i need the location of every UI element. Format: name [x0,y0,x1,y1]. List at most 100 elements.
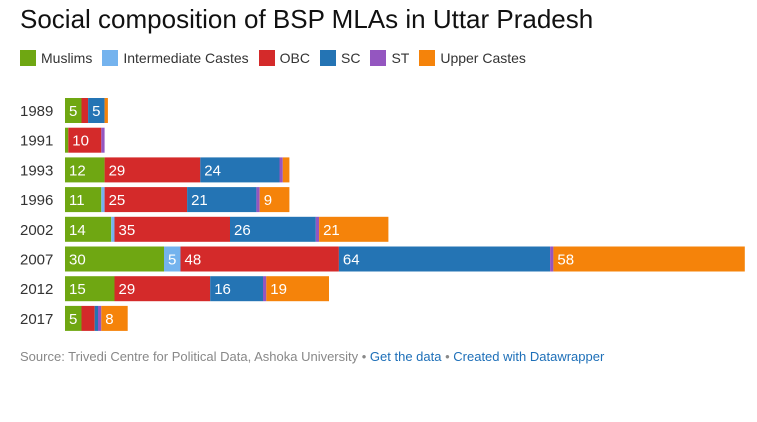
get-data-link[interactable]: Get the data [369,349,442,364]
chart-title: Social composition of BSP MLAs in Uttar … [20,4,594,34]
category-label: 2002 [20,222,53,239]
bar-segment [88,98,105,123]
bar-segment [338,246,551,272]
bar-segment [65,187,102,213]
bar-segment [282,157,290,183]
data-label: 15 [69,281,86,298]
bar-segment [81,305,95,331]
legend-swatch [319,50,336,66]
bar-segment [101,305,128,331]
bar-segment [187,187,257,213]
category-label: 1996 [20,192,53,209]
legend-label: Upper Castes [440,50,526,66]
data-label: 9 [264,192,272,209]
bar-segment [104,157,201,183]
legend-label: OBC [279,50,310,66]
separator: • [441,349,454,364]
legend-item: Upper Castes [419,50,526,66]
bar-segment [94,305,98,331]
data-label: 14 [69,222,86,239]
bar-segment [101,127,105,153]
legend-swatch [102,50,119,66]
bar-segment [65,98,82,123]
bar-segment [65,157,105,183]
data-label: 12 [69,162,86,179]
legend-item: OBC [258,50,310,66]
data-label: 21 [191,192,208,209]
bar-segment [111,216,115,242]
datawrapper-link[interactable]: Created with Datawrapper [453,349,605,364]
bar-segment [553,246,745,272]
bar-segment [101,187,105,213]
data-label: 25 [109,192,126,209]
bar-segment [256,187,260,213]
category-label: 1993 [20,162,53,179]
data-label: 5 [69,103,77,120]
data-label: 19 [270,281,287,298]
bar-segment [230,216,316,242]
legend-swatch [370,50,387,66]
legend-item: Intermediate Castes [102,50,249,66]
legend-label: ST [391,50,410,66]
legend: Muslims Intermediate Castes OBC SC ST Upper C… [20,50,526,66]
legend-swatch [419,50,436,66]
data-label: 5 [69,311,77,328]
bar-segment [180,246,339,272]
bar-segment [266,276,329,302]
bar-segment [65,246,164,272]
data-label: 11 [69,192,85,209]
separator: • [358,349,370,364]
data-label: 35 [119,222,136,239]
bar-segment [210,276,263,302]
source-footer: Source: Trivedi Centre for Political Dat… [20,349,604,364]
data-label: 8 [105,311,113,328]
bar-segment [279,157,283,183]
bar-segment [114,276,211,302]
bar-segment [65,276,115,302]
bar-segment [98,305,102,331]
bar-segment [200,157,280,183]
source-text: Source: Trivedi Centre for Political Dat… [20,349,359,364]
category-label: 2017 [20,311,53,328]
data-label: 21 [323,222,340,239]
data-label: 24 [204,162,221,179]
data-label: 64 [343,252,360,269]
bar-segment [319,216,389,242]
category-label: 1989 [20,103,53,120]
bar-segment [114,216,230,242]
bar-segment [68,127,102,153]
data-label: 26 [234,222,251,239]
data-label: 30 [69,252,86,269]
data-label: 10 [72,133,89,150]
legend-label: Intermediate Castes [123,50,249,66]
data-label: 29 [109,162,126,179]
bar-segment [164,246,181,272]
bar-segment [315,216,320,242]
legend-item: SC [319,50,361,66]
legend-item: ST [370,50,409,66]
bar-segment [259,187,290,213]
data-label: 16 [214,281,231,298]
category-label: 2007 [20,252,53,269]
legend-label: SC [340,50,361,66]
bar-segment [81,98,89,123]
legend-item: Muslims [20,50,92,66]
bar-segment [65,305,82,331]
legend-swatch [20,50,36,66]
legend-swatch [258,50,275,66]
bar-segment [104,98,108,123]
bar-segment [263,276,267,302]
data-label: 5 [92,103,100,120]
data-label: 5 [168,252,176,269]
category-label: 2012 [20,281,53,298]
data-label: 58 [557,252,574,269]
data-label: 48 [185,252,202,269]
legend-label: Muslims [41,50,93,66]
bar-segment [65,127,69,153]
category-label: 1991 [20,133,53,150]
bar-segment [65,216,112,242]
bar-segment [104,187,188,213]
bar-segment [550,246,554,272]
data-label: 29 [119,281,136,298]
